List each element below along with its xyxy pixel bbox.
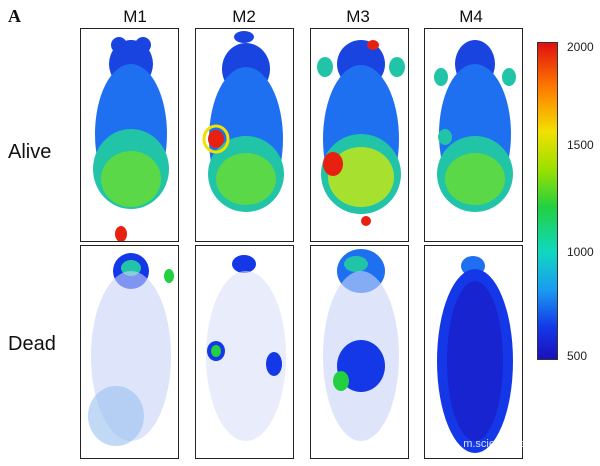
mouse-alive-m4 xyxy=(434,40,516,212)
column-label-m4: M4 xyxy=(459,7,483,26)
image-alive-m3 xyxy=(310,28,409,242)
colorbar-tick-500: 500 xyxy=(567,349,588,363)
mouse-alive-m1 xyxy=(93,37,169,241)
row-label-alive: Alive xyxy=(8,141,52,163)
image-alive-m1 xyxy=(80,28,179,242)
image-alive-m2 xyxy=(195,28,294,242)
mouse-dead-m1 xyxy=(88,253,174,446)
column-label-m2: M2 xyxy=(232,7,256,26)
colorbar-tick-1500: 1500 xyxy=(567,138,594,152)
colorbar-tick-1000: 1000 xyxy=(567,245,594,259)
watermark: m.sciencenet xyxy=(463,438,528,450)
image-dead-m4 xyxy=(424,245,523,459)
colorbar-tick-2000: 2000 xyxy=(567,40,594,54)
mouse-alive-m2 xyxy=(202,31,284,212)
column-label-m3: M3 xyxy=(346,7,370,26)
mouse-alive-m3 xyxy=(317,40,405,226)
mouse-dead-m2 xyxy=(206,255,286,441)
row-label-dead: Dead xyxy=(8,333,56,355)
image-dead-m1 xyxy=(80,245,179,459)
panel-letter: A xyxy=(8,6,21,26)
mouse-dead-m4 xyxy=(437,256,513,453)
column-label-m1: M1 xyxy=(123,7,147,26)
image-alive-m4 xyxy=(424,28,523,242)
mouse-dead-m3 xyxy=(323,249,399,441)
colorbar xyxy=(537,42,558,360)
image-dead-m3 xyxy=(310,245,409,459)
image-dead-m2 xyxy=(195,245,294,459)
